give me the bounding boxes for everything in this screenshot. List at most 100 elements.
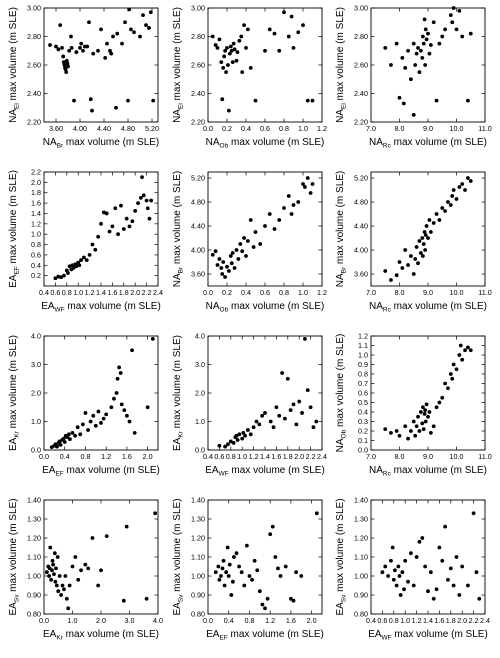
x-axis-label: NARc max volume (m SLE) [369, 465, 487, 478]
y-tick-label: 1.0 [31, 417, 41, 426]
x-tick-label: 0.6 [214, 452, 224, 461]
x-axis-label-rest: max volume (m SLE) [228, 137, 324, 148]
data-point [278, 574, 283, 578]
data-point [148, 10, 153, 15]
data-point [389, 431, 393, 435]
x-tick-label: 2.0 [307, 616, 317, 625]
data-point [238, 242, 243, 246]
data-point [150, 336, 155, 341]
x-tick-label: 2.0 [143, 452, 153, 461]
panel-frame [370, 335, 486, 451]
data-point [420, 254, 425, 258]
data-point [220, 97, 225, 102]
data-point [136, 201, 140, 205]
data-point [417, 239, 422, 243]
x-axis-label-subscript: EF [55, 471, 63, 478]
data-point [225, 545, 230, 550]
data-point [300, 411, 304, 415]
data-point [411, 41, 416, 46]
data-point [272, 227, 277, 231]
x-axis-label-main: EA [368, 629, 382, 640]
y-tick-label: 0.4 [31, 261, 41, 270]
y-tick-label: 1.30 [191, 515, 205, 524]
data-point [121, 598, 126, 603]
x-tick-label: 0.4 [366, 616, 376, 625]
data-point [61, 54, 66, 59]
y-axis-label-subscript: Br [178, 266, 185, 273]
y-axis-label-rest: max volume (m SLE) [335, 7, 346, 103]
data-point [406, 48, 410, 53]
y-axis-label-main: EA [8, 274, 19, 288]
data-point [73, 433, 77, 438]
data-point [252, 558, 257, 563]
x-tick-label: 2.2 [142, 288, 152, 297]
y-axis-label-subscript: Ei [14, 103, 21, 109]
y-tick-label: 0.4 [358, 408, 368, 417]
data-point [225, 46, 229, 50]
x-tick-label: 0.4 [39, 288, 49, 297]
data-point [471, 511, 476, 516]
data-point [91, 413, 96, 418]
data-point [234, 433, 239, 438]
y-tick-label: 0.6 [358, 389, 368, 398]
data-point [288, 408, 293, 412]
data-point [115, 376, 120, 381]
data-point [448, 372, 453, 376]
data-point [234, 551, 239, 556]
y-tick-label: 3.00 [354, 4, 368, 13]
data-point [231, 41, 236, 46]
data-point [431, 20, 436, 25]
data-point [283, 564, 288, 569]
x-axis-label: EAWF max volume (m SLE) [368, 629, 488, 642]
data-point [230, 251, 235, 255]
data-point [64, 58, 69, 63]
y-tick-label: 0.80 [191, 610, 205, 619]
panel-6: 7.0 8.0 9.0 10.0 11.03.604.004.404.805.20NAR… [335, 171, 492, 314]
data-point [468, 31, 473, 36]
x-axis-label-subscript: WF [55, 307, 65, 314]
x-tick-label: 10.0 [450, 288, 464, 297]
y-tick-label: 2.80 [354, 32, 368, 41]
panel-11: 0.0 0.4 0.8 1.2 1.6 2.0 0.80 0.90 1.00 1.10 1.20 1.… [172, 496, 324, 642]
data-point [247, 574, 252, 578]
x-axis-label-subscript: WF [219, 471, 229, 478]
x-axis-label: EAWF max volume (m SLE) [205, 465, 325, 478]
data-point [434, 405, 439, 410]
data-point [213, 570, 218, 575]
data-point [420, 421, 425, 426]
data-point [57, 574, 62, 578]
x-tick-label: 2.0 [96, 616, 106, 625]
data-point [426, 589, 430, 594]
data-point [67, 264, 72, 269]
data-point [147, 216, 152, 221]
data-point [78, 46, 82, 50]
x-tick-label: 10.0 [450, 124, 464, 133]
y-tick-label: 1.20 [354, 534, 368, 543]
y-tick-label: 2.0 [31, 389, 41, 398]
data-point [393, 568, 397, 573]
x-axis-label-subscript: Br [57, 143, 64, 150]
data-point [296, 200, 301, 204]
data-point [69, 46, 74, 50]
y-tick-label: 4.00 [191, 246, 205, 255]
data-point [270, 524, 275, 529]
data-point [437, 545, 442, 550]
data-point [227, 562, 232, 567]
data-point [141, 13, 145, 18]
data-point [49, 577, 54, 582]
x-tick-label: 1.0 [298, 288, 308, 297]
data-point [314, 511, 319, 516]
x-axis-label-rest: max volume (m SLE) [228, 629, 324, 640]
x-axis-label: EAEF max volume (m SLE) [42, 465, 160, 478]
x-tick-label: 9.0 [423, 288, 433, 297]
x-tick-label: 7.0 [366, 288, 376, 297]
data-point [105, 41, 109, 46]
data-point [227, 108, 231, 113]
data-point [411, 583, 416, 588]
y-axis-label-main: NA [172, 109, 183, 123]
data-point [104, 412, 109, 417]
data-point [64, 596, 69, 601]
x-tick-label: 1.0 [298, 124, 308, 133]
data-point [422, 412, 427, 416]
data-point [446, 200, 450, 204]
